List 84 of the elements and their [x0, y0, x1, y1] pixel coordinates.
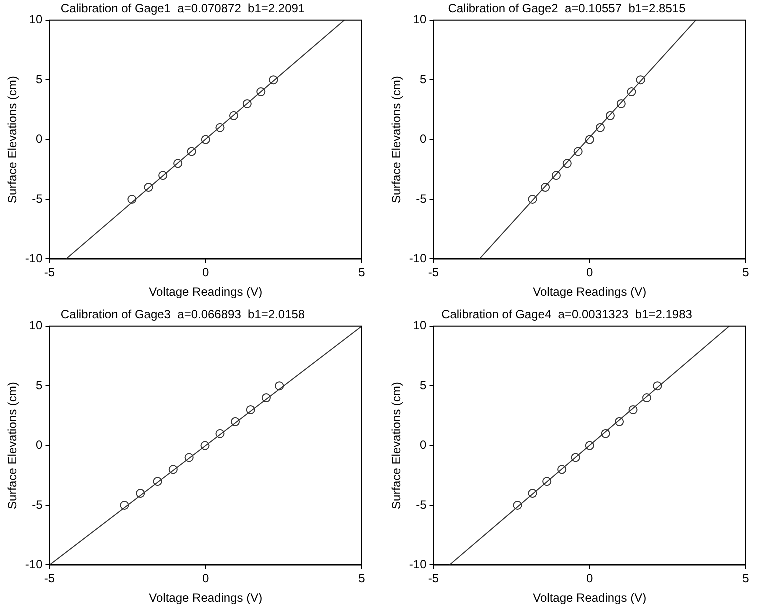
point — [562, 159, 572, 168]
point — [136, 489, 146, 498]
y-tick-label: 5 — [420, 72, 428, 86]
x-tick-label: 0 — [586, 572, 594, 586]
y-tick-label: -5 — [32, 192, 44, 206]
y-tick-label: 0 — [420, 438, 428, 452]
point — [168, 465, 178, 474]
point — [601, 429, 610, 438]
point — [585, 441, 594, 450]
y-tick-label: 10 — [413, 318, 428, 333]
point — [242, 99, 252, 108]
x-axis-title: Voltage Readings (V) — [533, 591, 647, 606]
point — [528, 489, 538, 498]
y-tick-label: -10 — [409, 558, 428, 572]
chart-title: Calibration of Gage3 a=0.066893 b1=2.0158 — [60, 308, 306, 322]
x-tick-label: 5 — [742, 266, 750, 280]
x-tick-label: 0 — [202, 266, 210, 280]
point — [628, 405, 638, 414]
y-tick-label: -10 — [25, 252, 44, 266]
point — [153, 477, 162, 486]
x-tick-label: 0 — [586, 266, 594, 280]
x-axis-title: Voltage Readings (V) — [149, 285, 263, 300]
point — [636, 76, 646, 85]
y-tick-label: -5 — [416, 498, 428, 512]
point — [558, 465, 567, 474]
y-tick-label: 0 — [36, 132, 44, 146]
y-tick-label: 5 — [36, 72, 44, 86]
point — [246, 405, 256, 414]
x-tick-label: 5 — [358, 266, 366, 280]
point — [120, 501, 130, 510]
y-tick-label: 10 — [29, 318, 44, 333]
x-tick-label: 5 — [742, 572, 750, 586]
point — [616, 99, 626, 108]
point — [184, 453, 194, 462]
point — [653, 382, 662, 391]
point — [201, 135, 210, 144]
point — [596, 123, 605, 132]
y-axis-title: Surface Elevations (cm) — [390, 76, 404, 204]
point — [552, 171, 561, 180]
x-tick-label: 0 — [202, 572, 210, 586]
y-tick-label: -5 — [32, 498, 44, 512]
point — [158, 171, 168, 180]
y-tick-label: 5 — [36, 378, 44, 392]
chart-title: Calibration of Gage1 a=0.070872 b1=2.2091 — [60, 2, 306, 16]
point — [187, 147, 196, 156]
y-tick-label: -10 — [409, 252, 428, 266]
y-axis-title: Surface Elevations (cm) — [390, 382, 404, 510]
point — [229, 111, 238, 120]
y-tick-label: -10 — [25, 558, 44, 572]
point — [231, 417, 240, 426]
chart-title: Calibration of Gage2 a=0.10557 b1=2.8515 — [448, 2, 686, 16]
x-axis-title: Voltage Readings (V) — [149, 591, 263, 606]
point — [542, 477, 552, 486]
point — [216, 123, 225, 132]
point — [269, 76, 278, 85]
point — [571, 453, 580, 462]
chart-title: Calibration of Gage4 a=0.0031323 b1=2.1983 — [442, 308, 693, 322]
point — [275, 382, 284, 391]
point — [574, 147, 583, 156]
y-tick-label: 10 — [413, 12, 428, 27]
y-tick-label: 0 — [420, 132, 428, 146]
point — [541, 183, 550, 192]
point — [144, 183, 154, 192]
point — [627, 88, 636, 97]
point — [528, 195, 538, 204]
point — [615, 417, 624, 426]
point — [256, 88, 266, 97]
point — [128, 195, 137, 204]
y-tick-label: -5 — [416, 192, 428, 206]
point — [606, 111, 615, 120]
y-tick-label: 0 — [36, 438, 44, 452]
y-axis-title: Surface Elevations (cm) — [6, 382, 20, 510]
point — [642, 394, 652, 403]
point — [513, 501, 522, 510]
point — [262, 394, 271, 403]
point — [585, 135, 594, 144]
y-tick-label: 5 — [420, 378, 428, 392]
y-tick-label: 10 — [29, 12, 44, 27]
y-axis-title: Surface Elevations (cm) — [6, 76, 20, 204]
point — [200, 441, 210, 450]
x-axis-title: Voltage Readings (V) — [533, 285, 647, 300]
point — [216, 429, 225, 438]
point — [174, 159, 183, 168]
x-tick-label: 5 — [358, 572, 366, 586]
